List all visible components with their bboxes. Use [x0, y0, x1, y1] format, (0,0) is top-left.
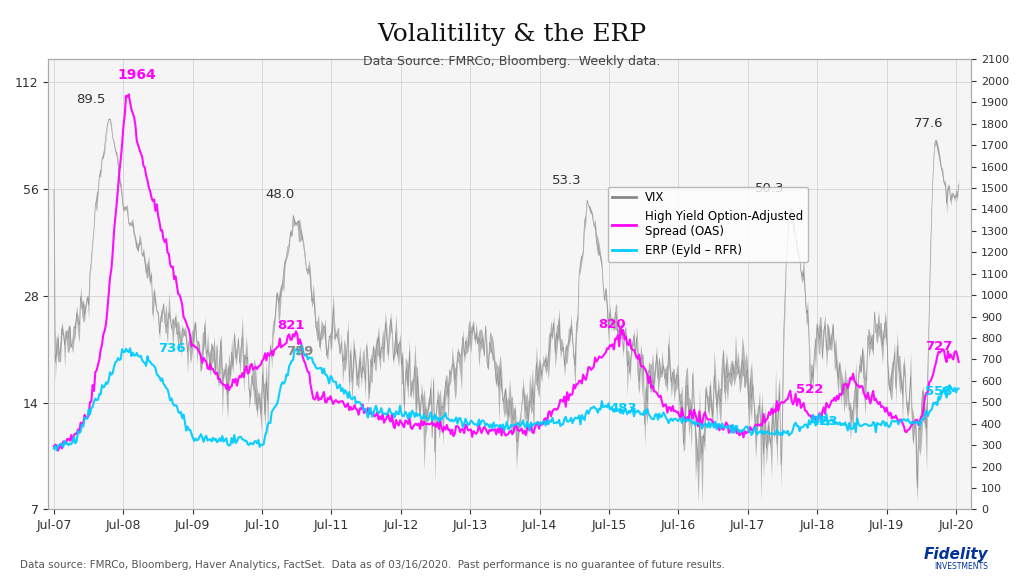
Text: 89.5: 89.5 — [76, 93, 105, 106]
Text: 53.3: 53.3 — [552, 174, 582, 187]
Text: Data source: FMRCo, Bloomberg, Haver Analytics, FactSet.  Data as of 03/16/2020.: Data source: FMRCo, Bloomberg, Haver Ana… — [20, 560, 725, 570]
Text: Fidelity: Fidelity — [924, 547, 988, 562]
Text: 759: 759 — [287, 345, 313, 358]
Text: 727: 727 — [925, 340, 952, 353]
Text: 522: 522 — [797, 382, 823, 396]
Text: 736: 736 — [158, 342, 185, 355]
Legend: VIX, High Yield Option-Adjusted
Spread (OAS), ERP (Eyld – RFR): VIX, High Yield Option-Adjusted Spread (… — [607, 187, 808, 262]
Text: 820: 820 — [599, 318, 627, 331]
Text: Volalitility & the ERP: Volalitility & the ERP — [378, 23, 646, 46]
Text: 50.3: 50.3 — [755, 182, 784, 195]
Text: 423: 423 — [810, 415, 838, 428]
Text: 483: 483 — [609, 402, 637, 415]
Text: Data Source: FMRCo, Bloomberg.  Weekly data.: Data Source: FMRCo, Bloomberg. Weekly da… — [364, 55, 660, 68]
Text: INVESTMENTS: INVESTMENTS — [934, 562, 988, 571]
Text: 77.6: 77.6 — [914, 116, 944, 130]
Text: 558: 558 — [925, 385, 952, 398]
Text: 1964: 1964 — [118, 67, 157, 82]
Text: 48.0: 48.0 — [265, 188, 295, 200]
Text: 821: 821 — [278, 320, 305, 332]
